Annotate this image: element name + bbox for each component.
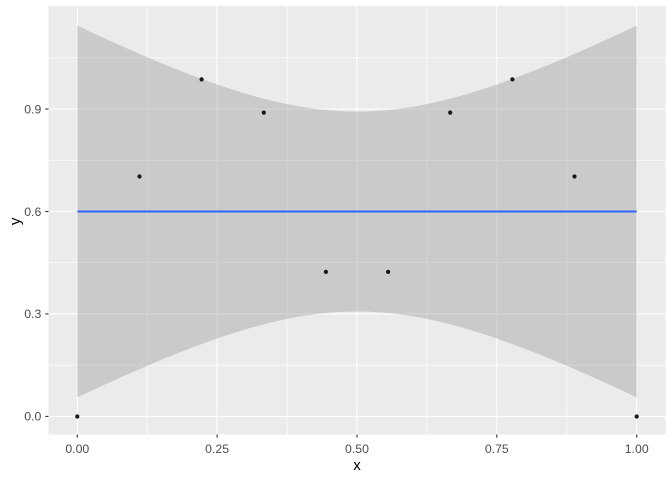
svg-text:0.9: 0.9 — [24, 102, 41, 116]
svg-text:0.25: 0.25 — [205, 442, 229, 456]
svg-text:0.00: 0.00 — [65, 442, 89, 456]
svg-text:0.0: 0.0 — [24, 410, 41, 424]
svg-text:1.00: 1.00 — [625, 442, 649, 456]
svg-text:0.6: 0.6 — [24, 205, 41, 219]
svg-text:x: x — [353, 457, 361, 474]
svg-text:0.50: 0.50 — [345, 442, 369, 456]
svg-text:y: y — [7, 217, 24, 225]
svg-text:0.3: 0.3 — [24, 307, 41, 321]
svg-text:0.75: 0.75 — [485, 442, 509, 456]
